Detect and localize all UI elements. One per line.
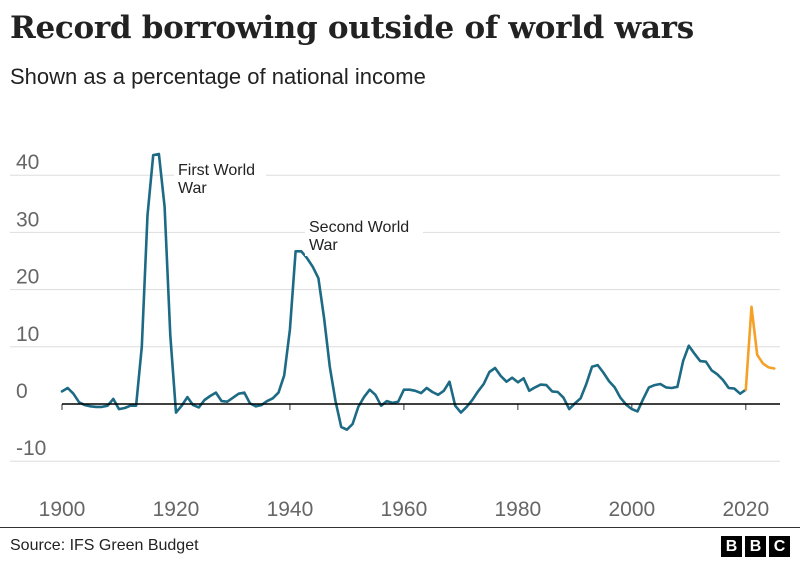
annotation-backing (174, 159, 266, 199)
line-chart: -10 0 10 20 30 40 1900 1920 1940 1960 1980 2000 2020… (10, 151, 780, 521)
annotation-label: War (309, 237, 338, 254)
bbc-logo: B B C (721, 536, 790, 557)
bbc-logo-block-3: C (769, 536, 790, 557)
y-tick-label: 40 (16, 151, 39, 174)
x-tick-label: 1960 (381, 498, 428, 521)
x-tick-label: 1920 (153, 498, 200, 521)
bbc-logo-block-2: B (745, 536, 766, 557)
source-note: Source: IFS Green Budget (10, 537, 199, 554)
y-tick-label: 10 (16, 323, 39, 346)
series-line-historical (60, 152, 748, 432)
annotation-label: First World (178, 162, 255, 179)
bbc-logo-block-1: B (721, 536, 742, 557)
chart-subtitle: Shown as a percentage of national income (10, 64, 426, 89)
y-tick-label: 30 (16, 208, 39, 231)
x-tick-label: 2000 (608, 498, 655, 521)
y-tick-label: -10 (16, 437, 46, 460)
x-tick-label: 1900 (39, 498, 86, 521)
x-tick-label: 1980 (495, 498, 542, 521)
x-tick-label: 1940 (267, 498, 314, 521)
annotation-backing (305, 216, 423, 256)
y-tick-label: 20 (16, 266, 39, 289)
chart-title: Record borrowing outside of world wars (10, 10, 694, 46)
footer-divider (0, 527, 800, 528)
y-tick-label: 0 (16, 380, 28, 403)
annotation-label: Second World (309, 219, 409, 236)
series-line-forecast (744, 305, 776, 392)
annotation-label: War (178, 180, 207, 197)
x-tick-label: 2020 (722, 498, 769, 521)
